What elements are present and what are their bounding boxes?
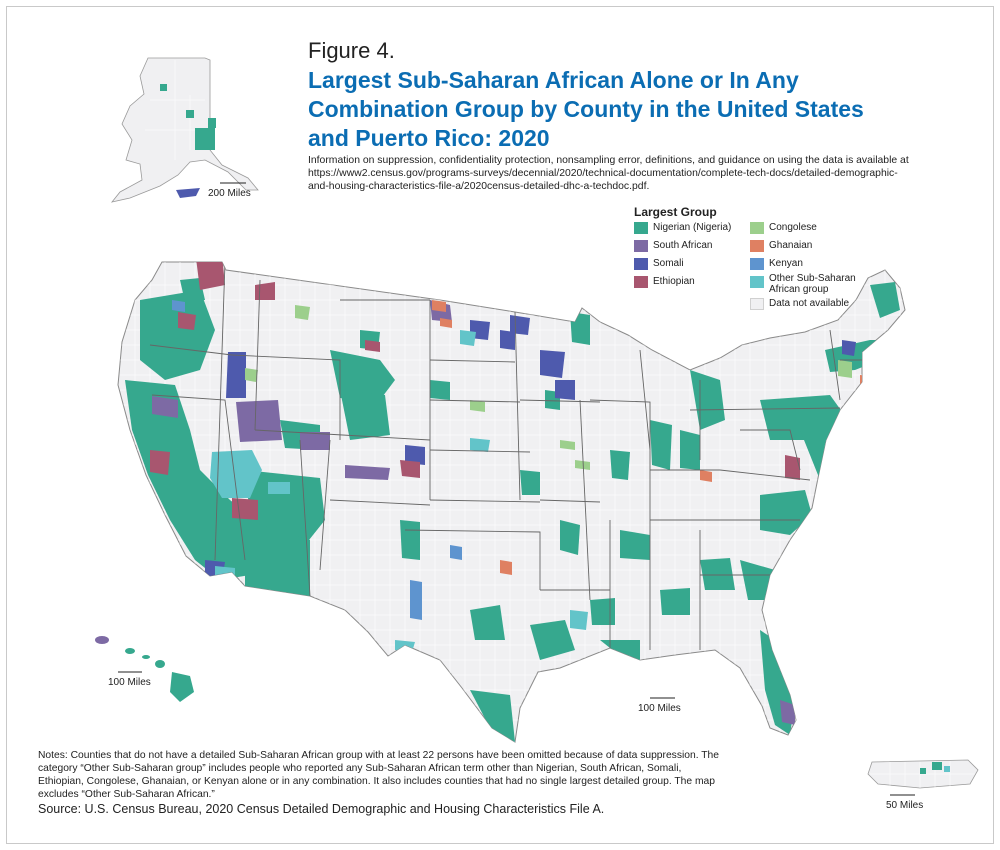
notes-line-4: excludes “Other Sub-Saharan African.” (38, 789, 215, 800)
alaska-county-somali (176, 188, 200, 198)
puerto-rico-inset-map (867, 759, 979, 796)
hawaii-inset-map (95, 636, 194, 702)
notes-line-2: category “Other Sub-Saharan group” inclu… (38, 763, 682, 774)
ethiopian-regions (150, 262, 800, 520)
legend-label-ethiopian: Ethiopian (653, 276, 695, 287)
legend-swatch-south-african (634, 240, 648, 252)
notes-line-1: Notes: Counties that do not have a detai… (38, 750, 719, 761)
legend-label-other-line-1: Other Sub-Saharan (769, 273, 856, 284)
notes-line-3: Ethiopian, Congolese, Ghanaian, or Kenya… (38, 776, 715, 787)
hawaii-scale-label: 100 Miles (108, 677, 151, 688)
info-line-3: and-housing-characteristics-file-a/2020c… (308, 181, 650, 192)
alaska-county-nigerian-4 (160, 84, 167, 91)
nigerian-regions (125, 278, 900, 742)
pr-county-nigerian-2 (920, 768, 926, 774)
legend-swatch-kenyan (750, 258, 764, 270)
legend-label-kenyan: Kenyan (769, 258, 803, 269)
legend-label-nigerian: Nigerian (Nigeria) (653, 222, 732, 233)
title-line-2: Combination Group by County in the Unite… (308, 96, 864, 122)
info-line-1: Information on suppression, confidential… (308, 155, 909, 166)
title-line-3: and Puerto Rico: 2020 (308, 125, 550, 151)
legend-label-somali: Somali (653, 258, 684, 269)
conus-map (117, 261, 906, 743)
legend-label-no-data: Data not available (769, 298, 850, 309)
info-text: Information on suppression, confidential… (308, 154, 968, 193)
alaska-county-nigerian-1 (195, 128, 215, 150)
hawaii-island-kauai (95, 636, 109, 644)
legend-swatch-no-data (750, 298, 764, 310)
legend-swatch-ethiopian (634, 276, 648, 288)
alaska-scale-label: 200 Miles (208, 188, 251, 199)
legend-label-other-line-2: African group (769, 284, 829, 295)
map-legend: Largest Group Nigerian (Nigeria) South A… (634, 205, 874, 311)
hawaii-island-molokai (142, 655, 150, 659)
title-line-1: Largest Sub-Saharan African Alone or In … (308, 67, 799, 93)
alaska-inset-map (110, 57, 259, 203)
pr-scale-label: 50 Miles (886, 800, 924, 811)
source-text: Source: U.S. Census Bureau, 2020 Census … (38, 802, 605, 816)
alaska-county-nigerian-3 (186, 110, 194, 118)
legend-label-other: Other Sub-Saharan African group (769, 273, 856, 295)
hawaii-island-maui (155, 660, 165, 668)
legend-swatch-nigerian (634, 222, 648, 234)
map-title: Largest Sub-Saharan African Alone or In … (308, 66, 948, 153)
legend-label-congolese: Congolese (769, 222, 817, 233)
legend-swatch-congolese (750, 222, 764, 234)
legend-title: Largest Group (634, 205, 717, 219)
legend-label-south-african: South African (653, 240, 713, 251)
figure-label: Figure 4. (308, 38, 395, 63)
figure-frame (6, 6, 994, 844)
pr-county-nigerian (932, 762, 942, 770)
legend-swatch-ghanaian (750, 240, 764, 252)
hawaii-island-oahu (125, 648, 135, 654)
notes-text: Notes: Counties that do not have a detai… (38, 749, 968, 801)
conus-scale-label: 100 Miles (638, 703, 681, 714)
hawaii-island-big (170, 672, 194, 702)
legend-swatch-somali (634, 258, 648, 270)
alaska-county-nigerian-2 (208, 118, 216, 128)
congolese-regions (245, 305, 852, 470)
info-line-2: https://www2.census.gov/programs-surveys… (308, 168, 898, 179)
pr-county-other (944, 766, 950, 772)
legend-swatch-other (750, 276, 764, 288)
legend-label-ghanaian: Ghanaian (769, 240, 813, 251)
state-boundaries (149, 262, 880, 650)
